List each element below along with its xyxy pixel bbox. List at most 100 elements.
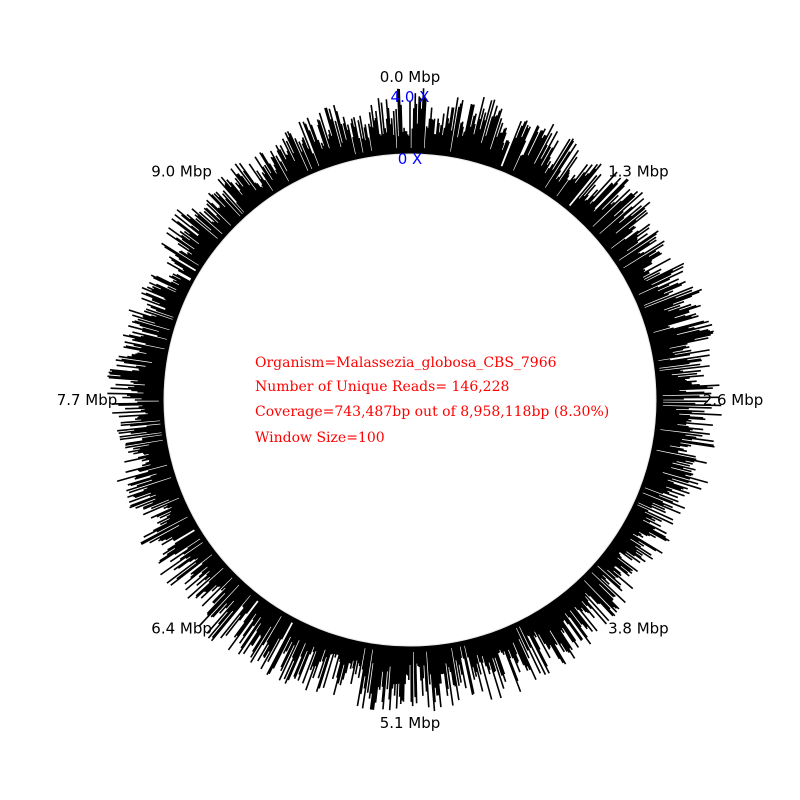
coverage-bar [581, 210, 595, 225]
coverage-bar [533, 612, 565, 664]
coverage-bar [189, 544, 213, 563]
coverage-bar [520, 137, 543, 181]
coverage-bar [128, 476, 177, 494]
coverage-bar [340, 146, 347, 163]
coverage-bar [599, 207, 646, 245]
coverage-bar [155, 485, 180, 496]
coverage-bar [643, 476, 682, 491]
coverage-bar [142, 491, 183, 509]
coverage-bar [622, 252, 663, 277]
coverage-bar [262, 166, 280, 193]
coverage-bar [159, 518, 196, 540]
coverage-bar [257, 612, 287, 662]
coverage-bar [324, 632, 332, 650]
coverage-bar [560, 593, 588, 628]
coverage-bar [212, 581, 246, 618]
coverage-bar [553, 598, 566, 614]
coverage-bar [421, 645, 425, 679]
coverage-bar [161, 433, 167, 436]
coverage-bar [292, 152, 306, 178]
coverage-bar [449, 106, 460, 158]
coverage-bar [467, 638, 478, 673]
coverage-bar [655, 406, 689, 410]
coverage-bar [395, 645, 401, 709]
coverage-bar [211, 570, 234, 592]
coverage-bar [628, 272, 661, 290]
coverage-bar [443, 123, 450, 157]
coverage-bar [197, 214, 225, 240]
coverage-bar [127, 355, 167, 364]
coverage-bar [597, 205, 643, 243]
coverage-bar [632, 503, 649, 512]
coverage-bar [186, 213, 222, 244]
coverage-bar [342, 639, 354, 680]
coverage-bar [526, 158, 542, 185]
coverage-bar [203, 567, 231, 593]
coverage-bar [444, 107, 454, 157]
coverage-bar [127, 444, 169, 454]
coverage-bar [250, 605, 277, 646]
coverage-bar [416, 645, 419, 667]
coverage-bar [300, 626, 315, 658]
coverage-bar [342, 123, 354, 161]
coverage-bar [198, 234, 217, 250]
coverage-bar [230, 168, 261, 206]
coverage-bar [624, 268, 644, 281]
coverage-bar [655, 418, 687, 423]
coverage-bar [445, 643, 452, 673]
coverage-bar [580, 207, 596, 224]
coverage-bar [652, 349, 710, 361]
coverage-bar [367, 123, 375, 157]
coverage-bar [489, 132, 503, 168]
coverage-bar [190, 278, 195, 283]
coverage-bar [422, 98, 427, 155]
coverage-bar [161, 523, 198, 546]
coverage-bar [115, 359, 167, 368]
coverage-bar [495, 630, 505, 652]
coverage-bar [466, 134, 475, 161]
coverage-bar [547, 181, 560, 198]
coverage-bar [611, 539, 636, 557]
coverage-bar [353, 126, 362, 160]
coverage-bar [361, 643, 374, 709]
coverage-bar [517, 130, 543, 180]
coverage-bar [284, 624, 312, 684]
coverage-bar [357, 641, 366, 679]
tick-label: 3.8 Mbp [608, 619, 669, 637]
coverage-bar [584, 571, 614, 601]
coverage-bar [605, 247, 612, 253]
coverage-bar [645, 470, 673, 480]
coverage-bar [125, 436, 167, 445]
coverage-bar [388, 645, 394, 700]
coverage-bar [559, 594, 588, 630]
coverage-bar [644, 309, 690, 326]
coverage-bar [358, 137, 364, 159]
coverage-bar [333, 635, 341, 655]
coverage-bar [260, 614, 292, 670]
coverage-bar [495, 140, 508, 170]
coverage-bar [172, 318, 178, 322]
coverage-bar [594, 233, 601, 239]
coverage-bar [203, 207, 231, 233]
coverage-bar [577, 578, 614, 617]
coverage-bar [176, 273, 194, 285]
coverage-bar [206, 555, 221, 568]
coverage-bar [174, 262, 198, 277]
coverage-bar [459, 103, 473, 160]
coverage-bar [612, 538, 646, 563]
coverage-bar [255, 599, 267, 615]
coverage-bar [433, 118, 440, 156]
coverage-bar [609, 237, 638, 258]
coverage-bar [370, 643, 379, 694]
coverage-bar [575, 580, 591, 597]
coverage-bar [555, 597, 592, 645]
coverage-bar [566, 588, 587, 613]
coverage-bar [356, 642, 370, 707]
coverage-bar [519, 619, 529, 637]
coverage-bar [574, 171, 618, 219]
coverage-bar [630, 508, 656, 522]
coverage-bar [312, 630, 327, 667]
coverage-bar [364, 642, 372, 677]
coverage-bar [366, 643, 376, 693]
coverage-bar [610, 238, 638, 259]
